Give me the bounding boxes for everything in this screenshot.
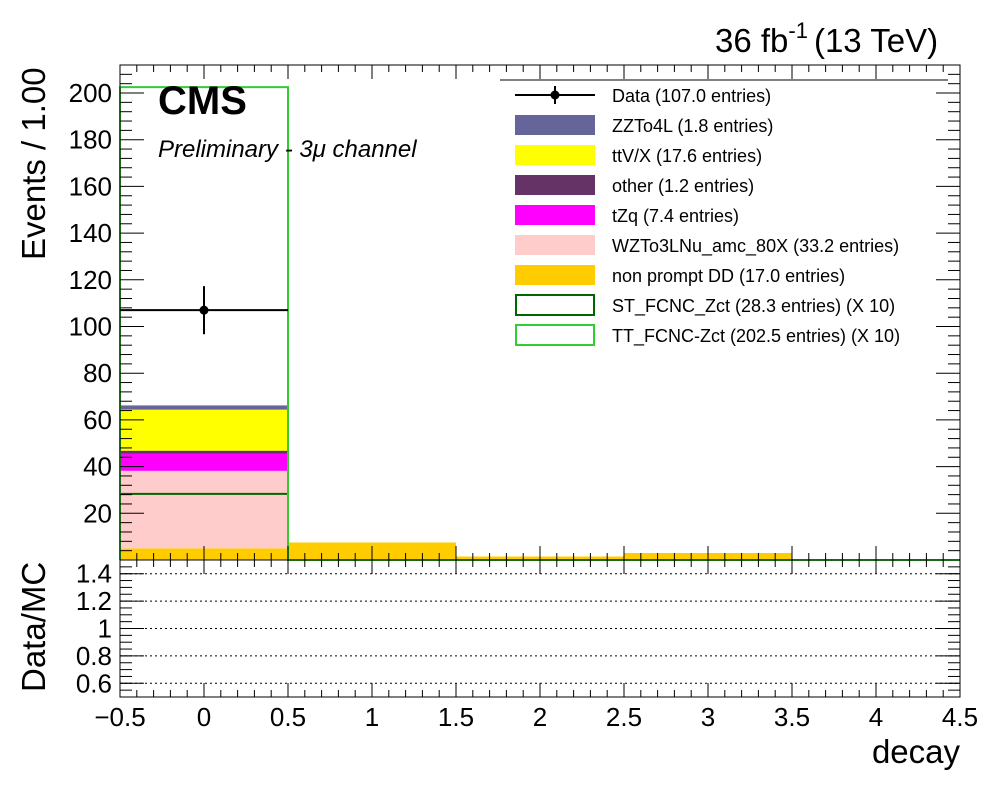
x-tick-label: 1.5 [438, 702, 474, 732]
y-tick-label: 120 [69, 265, 112, 295]
legend-swatch-marker [550, 90, 560, 100]
x-tick-label: 2.5 [606, 702, 642, 732]
ratio-y-tick-label: 0.8 [76, 641, 112, 671]
y-tick-label: 20 [83, 498, 112, 528]
data-point-marker [199, 305, 209, 315]
y-tick-label: 80 [83, 358, 112, 388]
data-point-bin-0 [120, 286, 288, 335]
legend-label: WZTo3LNu_amc_80X (33.2 entries) [612, 236, 899, 257]
ratio-y-tick-label: 0.6 [76, 668, 112, 698]
bar-zzto4l-bin-0 [120, 405, 288, 410]
x-axis-label: decay [872, 733, 961, 770]
legend-entry-data: Data (107.0 entries) [515, 86, 771, 106]
x-tick-label: −0.5 [94, 702, 145, 732]
legend-swatch [515, 235, 595, 255]
stacked-histogram [120, 405, 792, 560]
ratio-gridlines [120, 573, 960, 684]
legend-entry-zzto4l: ZZTo4L (1.8 entries) [515, 115, 773, 136]
y-tick-label: 180 [69, 125, 112, 155]
x-tick-label: 3.5 [774, 702, 810, 732]
x-tick-label: 0.5 [270, 702, 306, 732]
luminosity-label: 36 fb-1 (13 TeV) [715, 18, 938, 59]
y-tick-label: 200 [69, 78, 112, 108]
legend-entry-other: other (1.2 entries) [515, 175, 754, 196]
legend-entry-tt-fcnc-zct: TT_FCNC-Zct (202.5 entries) (X 10) [515, 324, 900, 347]
legend-swatch [515, 115, 595, 135]
ratio-y-tick-label: 1.4 [76, 559, 112, 589]
ratio-plot-ticks [119, 559, 961, 698]
legend-label: other (1.2 entries) [612, 176, 754, 196]
legend-swatch [515, 324, 595, 346]
y-tick-label: 60 [83, 405, 112, 435]
legend-swatch [515, 205, 595, 225]
bar-tzq-bin-0 [120, 453, 288, 471]
x-tick-label: 4.5 [942, 702, 978, 732]
bar-wzto3lnu-amc-80x-bin-0 [120, 470, 288, 549]
legend-label: ttV/X (17.6 entries) [612, 146, 762, 166]
legend-label: Data (107.0 entries) [612, 86, 771, 106]
channel-label: Preliminary - 3μ channel [158, 136, 417, 163]
legend-swatch [515, 145, 595, 165]
y-tick-label: 100 [69, 312, 112, 342]
x-tick-label: 3 [701, 702, 715, 732]
legend-label: ST_FCNC_Zct (28.3 entries) (X 10) [612, 296, 895, 317]
main-plot: 20 40 60 80 100 120 140 160 180 200 Events / 1.00… [15, 64, 961, 561]
x-tick-label: 1 [365, 702, 379, 732]
ratio-y-axis-label: Data/MC [15, 562, 52, 692]
bar-other-bin-0 [120, 450, 288, 454]
ratio-y-tick-label: 1.2 [76, 586, 112, 616]
legend-entry-non-prompt-dd: non prompt DD (17.0 entries) [515, 265, 845, 286]
cms-label: CMS [158, 79, 247, 123]
legend-label: ZZTo4L (1.8 entries) [612, 116, 773, 136]
ratio-y-axis-tick-labels: 0.60.811.21.4 [76, 559, 112, 699]
legend-entry-tzq: tZq (7.4 entries) [515, 205, 739, 226]
legend-entry-wzto3lnu-amc-80x: WZTo3LNu_amc_80X (33.2 entries) [515, 235, 899, 257]
legend-label: tZq (7.4 entries) [612, 206, 739, 226]
y-axis-tick-labels: 20 40 60 80 100 120 140 160 180 200 [69, 78, 112, 528]
legend-swatch [515, 294, 595, 316]
x-axis-tick-labels: −0.5 0 0.5 1 1.5 2 2.5 3 3.5 4 4.5 [94, 702, 978, 732]
legend-swatch [515, 175, 595, 195]
legend: Data (107.0 entries) ZZTo4L (1.8 entries)… [500, 79, 948, 347]
y-tick-label: 140 [69, 218, 112, 248]
legend-entry-ttv-x: ttV/X (17.6 entries) [515, 145, 762, 166]
legend-entry-st-fcnc-zct: ST_FCNC_Zct (28.3 entries) (X 10) [515, 294, 895, 317]
main-plot-ticks [119, 64, 961, 560]
y-tick-label: 160 [69, 171, 112, 201]
x-tick-label: 0 [197, 702, 211, 732]
x-tick-label: 2 [533, 702, 547, 732]
bar-ttv-x-bin-0 [120, 409, 288, 451]
data-points [120, 286, 288, 335]
y-axis-label: Events / 1.00 [15, 67, 52, 260]
ratio-y-tick-label: 1 [98, 614, 112, 644]
ratio-plot: 0.60.811.21.4 Data/MC −0.5 0 0.5 1 1.5 2 2.5 3 3… [15, 559, 978, 770]
legend-label: TT_FCNC-Zct (202.5 entries) (X 10) [612, 326, 900, 347]
legend-swatch [515, 265, 595, 285]
x-tick-label: 4 [869, 702, 883, 732]
y-tick-label: 40 [83, 452, 112, 482]
legend-label: non prompt DD (17.0 entries) [612, 266, 845, 286]
